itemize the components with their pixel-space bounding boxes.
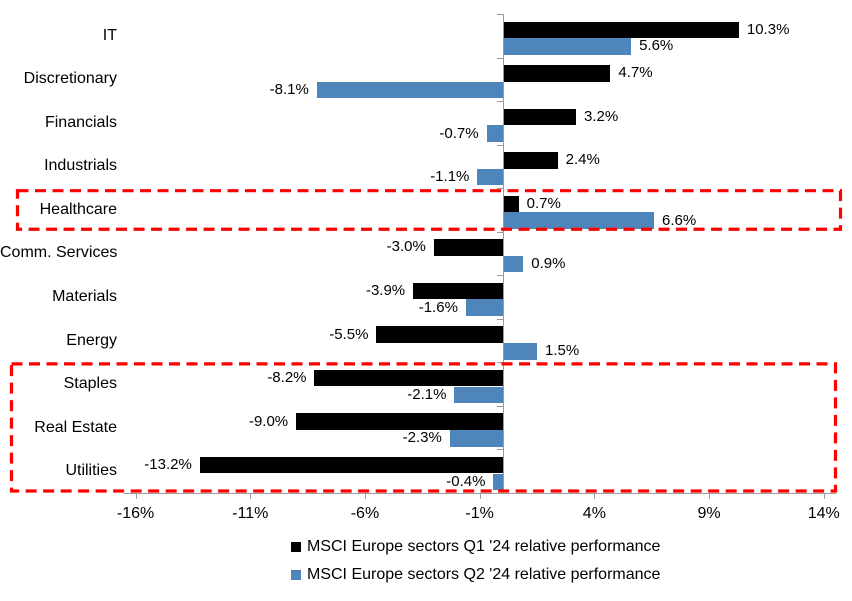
category-axis-line bbox=[502, 14, 504, 493]
bar-q2-it bbox=[502, 38, 632, 55]
value-label-q2-materials: -1.6% bbox=[418, 298, 458, 316]
category-axis-tick bbox=[496, 231, 503, 233]
bar-q1-comm-services bbox=[433, 239, 503, 256]
bar-q1-real-estate bbox=[296, 413, 503, 430]
bar-q1-discretionary bbox=[502, 65, 611, 82]
value-label-q2-comm-services: 0.9% bbox=[531, 255, 566, 273]
legend-swatch-q2-icon bbox=[291, 570, 301, 580]
value-label-q1-industrials: 2.4% bbox=[565, 151, 600, 169]
category-axis-tick bbox=[496, 318, 503, 320]
bar-q2-materials bbox=[465, 299, 503, 316]
category-label-healthcare: Healthcare bbox=[39, 200, 117, 218]
bar-q1-utilities bbox=[199, 456, 503, 474]
value-label-q1-energy: -5.5% bbox=[329, 325, 369, 343]
bar-q2-financials bbox=[486, 125, 503, 142]
value-label-q2-it: 5.6% bbox=[639, 37, 674, 55]
bar-q2-comm-services bbox=[502, 255, 524, 273]
category-axis-tick bbox=[496, 362, 503, 364]
bar-q2-industrials bbox=[477, 168, 503, 186]
bar-q1-materials bbox=[413, 282, 503, 300]
bar-q2-healthcare bbox=[502, 212, 654, 229]
value-axis-tick bbox=[479, 493, 481, 499]
value-axis-tick bbox=[250, 493, 252, 499]
value-label-q1-comm-services: -3.0% bbox=[386, 238, 426, 256]
category-axis-tick bbox=[496, 405, 503, 407]
category-axis-tick bbox=[496, 101, 503, 103]
category-label-staples: Staples bbox=[63, 375, 117, 393]
category-label-utilities: Utilities bbox=[65, 462, 117, 480]
value-label-q1-real-estate: -9.0% bbox=[248, 412, 289, 430]
category-axis-tick bbox=[496, 144, 503, 146]
category-label-discretionary: Discretionary bbox=[23, 70, 117, 88]
value-label-q1-discretionary: 4.7% bbox=[618, 64, 653, 82]
value-axis-tick bbox=[594, 493, 596, 499]
legend-label-q1: MSCI Europe sectors Q1 '24 relative perf… bbox=[307, 538, 661, 555]
category-axis-tick bbox=[496, 14, 503, 15]
category-label-industrials: Industrials bbox=[44, 157, 117, 175]
value-label-q1-staples: -8.2% bbox=[267, 369, 307, 387]
bar-q1-energy bbox=[376, 326, 503, 343]
value-axis-tick bbox=[709, 493, 711, 499]
bar-q2-utilities bbox=[493, 473, 503, 491]
bar-q1-staples bbox=[314, 369, 503, 387]
value-label-q1-healthcare: 0.7% bbox=[526, 194, 561, 212]
value-label-q2-staples: -2.1% bbox=[407, 385, 447, 403]
bar-q1-healthcare bbox=[502, 195, 519, 213]
category-label-comm-services: Comm. Services bbox=[0, 244, 118, 262]
category-axis-tick bbox=[496, 188, 503, 190]
bar-q1-it bbox=[502, 21, 739, 38]
value-axis-tick-label: 14% bbox=[807, 505, 840, 522]
value-axis-tick-label: 4% bbox=[582, 505, 606, 522]
bar-q2-discretionary bbox=[316, 81, 503, 99]
value-axis-tick bbox=[823, 493, 825, 499]
value-axis-tick-label: -16% bbox=[116, 505, 155, 522]
value-label-q1-financials: 3.2% bbox=[584, 107, 619, 125]
value-label-q1-utilities: -13.2% bbox=[144, 456, 192, 474]
category-label-materials: Materials bbox=[52, 288, 117, 306]
value-label-q2-real-estate: -2.3% bbox=[402, 429, 442, 447]
legend-item-q2: MSCI Europe sectors Q2 '24 relative perf… bbox=[291, 566, 660, 584]
legend-label-q2: MSCI Europe sectors Q2 '24 relative perf… bbox=[307, 566, 661, 583]
category-label-real-estate: Real Estate bbox=[34, 418, 117, 436]
category-axis-tick bbox=[496, 449, 503, 451]
legend-swatch-q1-icon bbox=[291, 542, 301, 552]
bar-q2-staples bbox=[454, 386, 503, 404]
value-axis-tick-label: -11% bbox=[232, 505, 269, 522]
value-label-q1-it: 10.3% bbox=[746, 20, 790, 38]
category-label-it: IT bbox=[102, 26, 117, 44]
category-axis-tick bbox=[496, 57, 503, 59]
highlight-box-healthcare bbox=[15, 189, 843, 231]
bar-q1-financials bbox=[502, 108, 576, 126]
bar-q2-energy bbox=[502, 343, 537, 360]
value-axis-tick bbox=[135, 493, 137, 499]
value-label-q2-utilities: -0.4% bbox=[446, 472, 486, 490]
category-label-energy: Energy bbox=[66, 331, 117, 349]
value-label-q2-industrials: -1.1% bbox=[430, 168, 470, 186]
value-label-q2-financials: -0.7% bbox=[439, 124, 479, 142]
value-axis-tick bbox=[364, 493, 366, 499]
value-label-q2-discretionary: -8.1% bbox=[269, 80, 309, 98]
bar-q1-industrials bbox=[502, 152, 558, 169]
category-axis-tick bbox=[496, 275, 503, 277]
bar-q2-real-estate bbox=[449, 430, 503, 447]
value-label-q1-materials: -3.9% bbox=[365, 282, 406, 300]
value-axis-tick-label: -1% bbox=[465, 505, 494, 522]
value-axis-tick-label: 9% bbox=[697, 505, 721, 522]
value-axis-tick-label: -6% bbox=[350, 505, 380, 522]
category-label-financials: Financials bbox=[44, 113, 117, 131]
value-label-q2-energy: 1.5% bbox=[545, 342, 580, 360]
value-label-q2-healthcare: 6.6% bbox=[662, 211, 697, 229]
legend-item-q1: MSCI Europe sectors Q1 '24 relative perf… bbox=[291, 538, 660, 556]
